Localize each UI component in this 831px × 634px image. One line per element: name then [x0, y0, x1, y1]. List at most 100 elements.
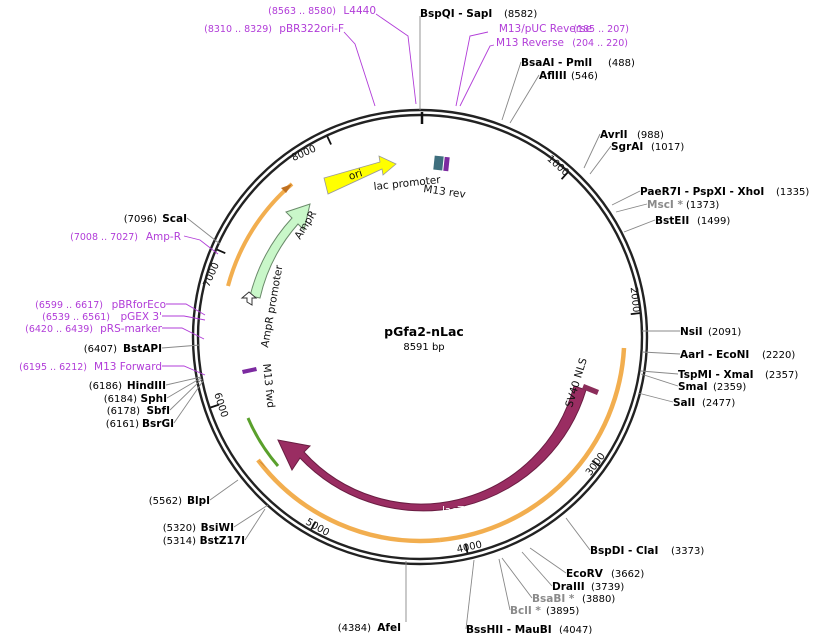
site-name: TspMI - XmaI: [678, 369, 754, 381]
site-position: (8582): [504, 9, 537, 20]
site-position: (7096): [124, 214, 157, 225]
site-name: SgrAI: [611, 141, 643, 153]
site-leader: [173, 380, 204, 424]
site-name: EcoRV: [566, 568, 604, 580]
site-leader: [637, 392, 674, 403]
primer-leader: [343, 31, 376, 107]
site-leader: [166, 377, 202, 399]
site-name: NsiI: [680, 326, 703, 338]
site-leader: [583, 133, 601, 169]
site-name: ScaI: [162, 213, 187, 225]
site-name: BssHII - MauBI: [466, 624, 552, 634]
site-name: BstAPI: [123, 343, 162, 355]
orange-arc-bottom: [256, 458, 441, 544]
feature-label-sv40: SV40 NLS: [563, 356, 589, 409]
site-position: (3880): [582, 594, 615, 605]
backbone-inner: [196, 113, 644, 561]
site-name: SbfI: [146, 405, 170, 417]
primer-leader: [375, 13, 417, 105]
site-position: (4047): [559, 625, 592, 634]
primer-position: (204 .. 220): [572, 38, 628, 49]
primer-name: Amp-R: [146, 231, 181, 243]
site-position: (1499): [697, 216, 730, 227]
primer-name: pBR322ori-F: [279, 23, 344, 35]
site-position: (2359): [713, 382, 746, 393]
green-arc: [246, 417, 280, 467]
site-position: (6407): [84, 344, 117, 355]
scale-tick: [560, 171, 569, 180]
site-position: (3895): [546, 606, 579, 617]
lacz-feature: [277, 385, 587, 512]
site-leader: [169, 378, 203, 411]
primer-position: (8310 .. 8329): [204, 24, 272, 35]
site-name: BsaBI *: [532, 593, 575, 605]
site-leader: [501, 557, 533, 599]
primer-position: (185 .. 207): [573, 24, 629, 35]
site-leader: [498, 558, 511, 611]
site-name: BsiWI: [201, 522, 234, 534]
site-leader: [611, 190, 641, 206]
scale-tick-label: 6000: [211, 391, 229, 419]
scale-tick-label: 2000: [628, 287, 642, 313]
site-leader: [165, 376, 202, 386]
site-name: BlpI: [187, 495, 210, 507]
site-leader: [529, 547, 567, 574]
lac-promoter-feature: [433, 155, 444, 171]
primer-sites: L4440 (8563 .. 8580) pBR322ori-F (8310 .. 8…: [19, 5, 629, 376]
site-name: SphI: [141, 393, 167, 405]
primer-position: (6195 .. 6212): [19, 362, 87, 373]
site-leader: [233, 504, 269, 528]
scale-tick: [210, 403, 220, 409]
site-position: (5314): [163, 536, 196, 547]
site-leader: [501, 61, 522, 121]
site-position: (1017): [651, 142, 684, 153]
site-leader: [465, 559, 475, 630]
primer-name: M13 Reverse: [496, 37, 564, 49]
orange-arc-right: [439, 347, 627, 543]
site-name: BspQI - SapI: [420, 8, 492, 20]
site-leader: [641, 351, 681, 355]
orange-arc-arrow: [281, 184, 292, 193]
site-leader: [640, 370, 679, 375]
site-position: (6186): [89, 381, 122, 392]
site-name: SalI: [673, 397, 695, 409]
site-leader: [509, 74, 540, 124]
feature-label-m13-rev: M13 rev: [423, 183, 467, 201]
primer-name: pRS-marker: [100, 323, 163, 335]
feature-label-m13-fwd: M13 fwd: [260, 363, 277, 409]
site-name: AflIII: [539, 70, 567, 82]
primer-position: (6539 .. 6561): [42, 312, 110, 323]
scale-tick: [310, 521, 317, 530]
site-position: (1335): [776, 187, 809, 198]
site-leader: [565, 517, 591, 551]
m13-rev-feature: [443, 156, 450, 172]
scale-tick: [630, 312, 640, 315]
site-position: (1373): [686, 200, 719, 211]
site-name: BspDI - ClaI: [590, 545, 658, 557]
primer-leader: [455, 31, 489, 107]
site-position: (3373): [671, 546, 704, 557]
site-position: (4384): [338, 623, 371, 634]
feature-label-ori: ori: [347, 167, 364, 183]
orange-arc-left: [226, 182, 294, 287]
site-leader: [209, 479, 239, 501]
primer-position: (7008 .. 7027): [70, 232, 138, 243]
site-name: AarI - EcoNI: [680, 349, 749, 361]
site-name: MscI *: [647, 199, 683, 211]
site-leader: [186, 217, 221, 245]
scale-tick: [464, 543, 469, 554]
plasmid-length: 8591 bp: [403, 342, 444, 353]
site-leader: [244, 508, 266, 541]
site-position: (2357): [765, 370, 798, 381]
primer-leader: [162, 365, 206, 376]
site-name: HindIII: [127, 380, 166, 392]
scale-tick-label: 4000: [456, 540, 483, 556]
primer-name: M13 Forward: [94, 361, 162, 373]
ori-feature: [323, 155, 397, 195]
site-position: (988): [637, 130, 664, 141]
site-leader: [623, 219, 656, 233]
primer-name: L4440: [343, 5, 376, 17]
site-name: AfeI: [377, 622, 401, 634]
site-position: (2091): [708, 327, 741, 338]
scale-tick: [591, 459, 600, 467]
